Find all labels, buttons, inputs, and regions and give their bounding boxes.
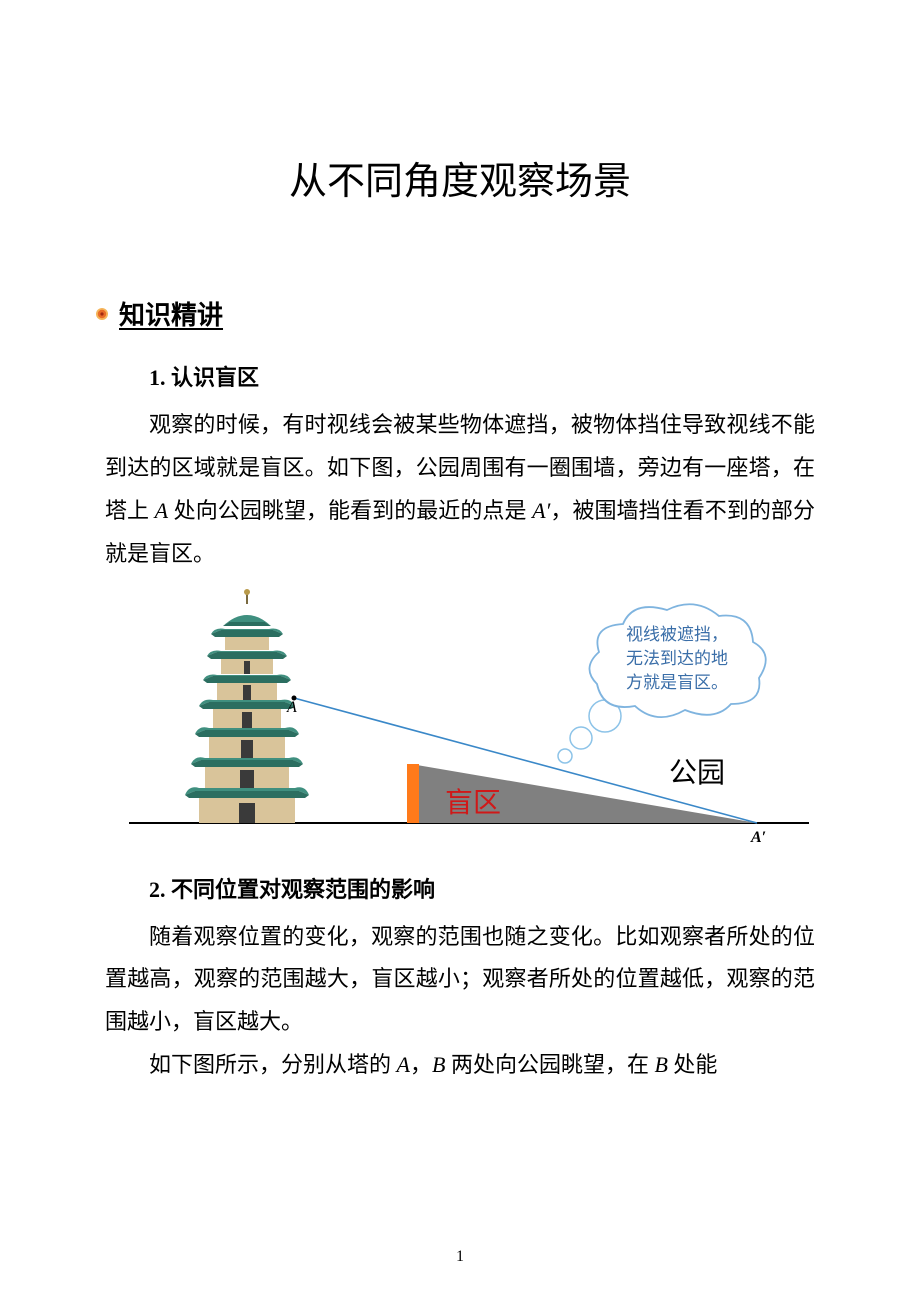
blind-zone-diagram: A A′ 盲区 公园 视线被遮挡， 无法到达的地 方就是盲区。 bbox=[129, 582, 809, 858]
text: 处向公园眺望，能看到的最近的点是 bbox=[168, 498, 532, 523]
text: ， bbox=[410, 1052, 432, 1077]
text: 处能 bbox=[668, 1052, 718, 1077]
bubble-line2: 无法到达的地 bbox=[626, 649, 728, 668]
bubble-line1: 视线被遮挡， bbox=[626, 625, 728, 644]
bullet-icon bbox=[95, 307, 109, 321]
var-B: B bbox=[654, 1052, 667, 1077]
bubble-line3: 方就是盲区。 bbox=[626, 673, 728, 692]
sub2-para1: 随着观察位置的变化，观察的范围也随之变化。比如观察者所处的位置越高，观察的范围越… bbox=[105, 916, 815, 1045]
sub2-para2: 如下图所示，分别从塔的 A，B 两处向公园眺望，在 B 处能 bbox=[105, 1044, 815, 1087]
sub2-heading: 2. 不同位置对观察范围的影响 bbox=[105, 872, 815, 904]
text: 如下图所示，分别从塔的 bbox=[149, 1052, 397, 1077]
label-A: A bbox=[286, 699, 297, 716]
wall bbox=[407, 764, 419, 823]
page-title: 从不同角度观察场景 bbox=[105, 150, 815, 205]
sub1-heading: 1. 认识盲区 bbox=[105, 360, 815, 392]
text: 两处向公园眺望，在 bbox=[445, 1052, 654, 1077]
var-A: A bbox=[155, 498, 168, 523]
blind-zone-label: 盲区 bbox=[445, 787, 501, 819]
label-A-prime: A′ bbox=[750, 829, 766, 846]
thought-bubble: 视线被遮挡， 无法到达的地 方就是盲区。 bbox=[558, 604, 766, 763]
sub1-para: 观察的时候，有时视线会被某些物体遮挡，被物体挡住导致视线不能到达的区域就是盲区。… bbox=[105, 404, 815, 576]
park-label: 公园 bbox=[669, 758, 725, 789]
var-B: B bbox=[432, 1052, 445, 1077]
section-header: 知识精讲 bbox=[95, 295, 815, 332]
var-A: A bbox=[397, 1052, 410, 1077]
section-title: 知识精讲 bbox=[119, 295, 223, 332]
var-A-prime: A′ bbox=[532, 498, 550, 523]
page-number: 1 bbox=[0, 1248, 920, 1266]
